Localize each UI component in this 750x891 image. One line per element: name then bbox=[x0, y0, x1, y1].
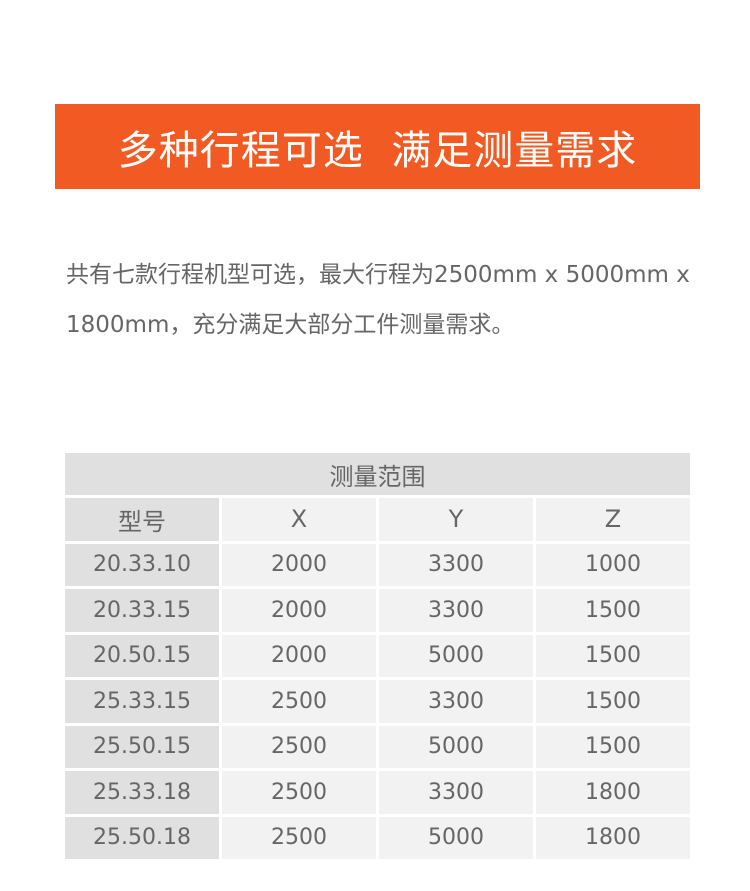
range-cell: 5000 bbox=[379, 816, 533, 859]
table-row: 25.33.15 2500 3300 1500 bbox=[65, 680, 690, 723]
description: 共有七款行程机型可选，最大行程为2500mm x 5000mm x 1800mm… bbox=[66, 262, 690, 338]
model-cell: 20.50.15 bbox=[65, 634, 219, 677]
table-row: 20.33.15 2000 3300 1500 bbox=[65, 589, 690, 632]
range-cell: 2000 bbox=[222, 634, 376, 677]
table-row: 20.33.10 2000 3300 1000 bbox=[65, 543, 690, 586]
range-cell: 2000 bbox=[222, 589, 376, 632]
column-header: Z bbox=[536, 498, 690, 541]
range-cell: 1500 bbox=[536, 725, 690, 768]
model-cell: 20.33.10 bbox=[65, 543, 219, 586]
range-cell: 1800 bbox=[536, 771, 690, 814]
table-header-row: 型号 X Y Z bbox=[65, 498, 690, 541]
range-cell: 1500 bbox=[536, 680, 690, 723]
range-cell: 1500 bbox=[536, 634, 690, 677]
model-cell: 25.50.15 bbox=[65, 725, 219, 768]
column-header: 型号 bbox=[65, 498, 219, 541]
model-cell: 25.33.18 bbox=[65, 771, 219, 814]
range-cell: 2500 bbox=[222, 725, 376, 768]
range-cell: 2500 bbox=[222, 771, 376, 814]
range-cell: 3300 bbox=[379, 680, 533, 723]
range-cell: 3300 bbox=[379, 543, 533, 586]
range-cell: 3300 bbox=[379, 589, 533, 632]
model-cell: 25.33.15 bbox=[65, 680, 219, 723]
table-row: 20.50.15 2000 5000 1500 bbox=[65, 634, 690, 677]
range-cell: 5000 bbox=[379, 725, 533, 768]
range-cell: 2000 bbox=[222, 543, 376, 586]
table-row: 25.33.18 2500 3300 1800 bbox=[65, 771, 690, 814]
table-row: 25.50.15 2500 5000 1500 bbox=[65, 725, 690, 768]
measurement-range-table: 测量范围 型号 X Y Z 20.33.10 2000 3300 1000 20.33.15 2… bbox=[65, 453, 690, 862]
table-row: 25.50.18 2500 5000 1800 bbox=[65, 816, 690, 859]
range-cell: 1000 bbox=[536, 543, 690, 586]
range-cell: 2500 bbox=[222, 680, 376, 723]
model-cell: 20.33.15 bbox=[65, 589, 219, 632]
column-header: Y bbox=[379, 498, 533, 541]
range-cell: 1500 bbox=[536, 589, 690, 632]
table-title: 测量范围 bbox=[65, 453, 690, 495]
model-cell: 25.50.18 bbox=[65, 816, 219, 859]
range-cell: 2500 bbox=[222, 816, 376, 859]
column-header: X bbox=[222, 498, 376, 541]
banner-title: 多种行程可选 满足测量需求 bbox=[55, 104, 700, 189]
range-cell: 3300 bbox=[379, 771, 533, 814]
range-cell: 1800 bbox=[536, 816, 690, 859]
range-cell: 5000 bbox=[379, 634, 533, 677]
